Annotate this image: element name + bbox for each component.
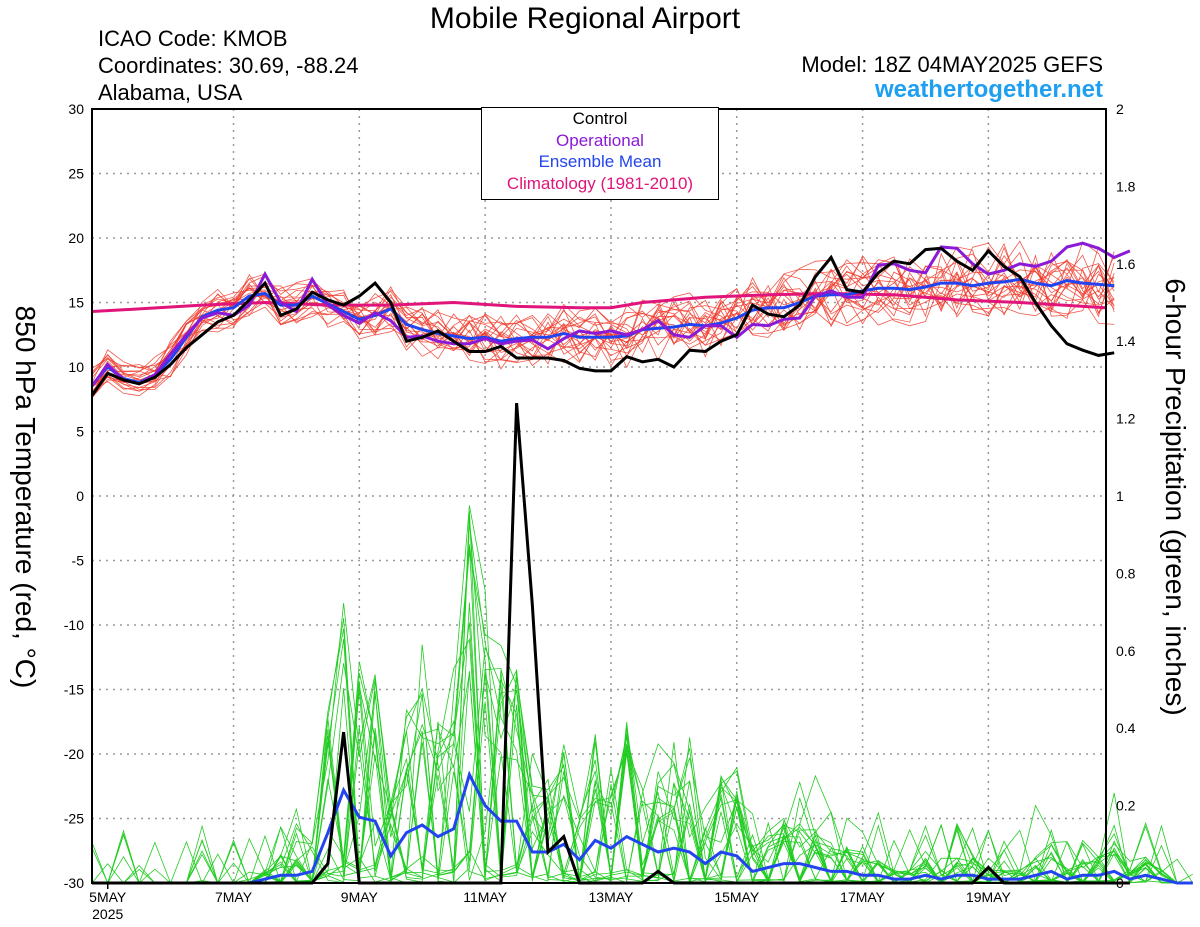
y-tick-label: -10: [64, 617, 84, 633]
y-tick-label: -30: [64, 875, 84, 891]
temperature-member-line: [91, 246, 1115, 398]
y2-tick-label: 0.2: [1116, 798, 1136, 814]
y-axis-label-temperature: 850 hPa Temperature (red, °C): [10, 305, 41, 689]
precipitation-member-line: [92, 637, 1193, 884]
x-tick-label: 15MAY: [714, 889, 760, 905]
x-tick-label: 9MAY: [341, 889, 379, 905]
precipitation-member-line: [92, 663, 1193, 884]
x-tick-label: 13MAY: [589, 889, 635, 905]
precipitation-member-line: [92, 679, 1193, 884]
coordinates: Coordinates: 30.69, -88.24: [98, 53, 359, 78]
precipitation-member-line: [92, 670, 1193, 884]
y-tick-label: 25: [68, 166, 84, 182]
temperature-member-line: [91, 264, 1115, 387]
temperature-member-line: [91, 259, 1115, 385]
precipitation-member-line: [92, 550, 1193, 885]
y2-tick-label: 2: [1116, 101, 1124, 117]
x-tick-label: 17MAY: [840, 889, 886, 905]
precipitation-member-line: [92, 644, 1193, 884]
precipitation-member-line: [91, 510, 1193, 885]
y-tick-label: -5: [72, 553, 85, 569]
y2-tick-label: 0.6: [1116, 643, 1136, 659]
legend: Control Operational Ensemble Mean Climat…: [481, 107, 719, 200]
precipitation-ensemble-mean-line: [92, 770, 1193, 885]
model-run: Model: 18Z 04MAY2025 GEFS: [801, 52, 1103, 77]
y-tick-label: 30: [68, 101, 84, 117]
region: Alabama, USA: [98, 80, 243, 105]
precipitation-member-line: [92, 544, 1193, 884]
temperature-operational-line: [90, 241, 1131, 388]
y-tick-label: -20: [64, 746, 84, 762]
y-tick-label: 5: [76, 424, 84, 440]
precipitation-member-line: [92, 647, 1193, 885]
y2-tick-label: 1.8: [1116, 178, 1136, 194]
main-series-lines: [90, 241, 1193, 885]
y2-tick-label: 0: [1116, 875, 1124, 891]
y-tick-label: -25: [64, 811, 84, 827]
legend-ensemble-mean: Ensemble Mean: [538, 152, 662, 171]
precipitation-member-line: [91, 672, 1193, 884]
temperature-member-line: [91, 246, 1115, 396]
y2-tick-label: 1.4: [1116, 333, 1136, 349]
precipitation-member-line: [92, 677, 1193, 884]
x-tick-label: 5MAY: [89, 889, 127, 905]
y2-tick-label: 1.6: [1116, 256, 1136, 272]
precipitation-member-line: [92, 545, 1193, 885]
legend-climatology: Climatology (1981-2010): [506, 173, 694, 193]
temperature-ensemble-mean-line: [90, 277, 1115, 387]
x-tick-label: 11MAY: [463, 889, 507, 905]
legend-control: Control: [572, 109, 628, 128]
y-tick-label: -15: [64, 682, 84, 698]
y2-tick-label: 0.8: [1116, 565, 1136, 581]
website-link[interactable]: weathertogether.net: [874, 76, 1103, 103]
y-tick-label: 10: [68, 359, 84, 375]
y2-tick-label: 0.4: [1116, 720, 1136, 736]
x-tick-sublabel: 2025: [92, 906, 123, 922]
y-tick-label: 15: [68, 295, 84, 311]
y2-tick-label: 1.2: [1116, 411, 1136, 427]
precipitation-ensemble-members: [91, 505, 1194, 885]
precipitation-control-line: [92, 402, 1130, 885]
precipitation-member-line: [92, 523, 1194, 884]
x-tick-label: 7MAY: [215, 889, 253, 905]
icao-code: ICAO Code: KMOB: [98, 26, 288, 51]
y2-tick-label: 1: [1116, 488, 1124, 504]
legend-operational: Operational: [556, 130, 644, 150]
temperature-member-line: [91, 242, 1115, 378]
y-tick-label: 20: [68, 230, 84, 246]
x-tick-label: 19MAY: [966, 889, 1012, 905]
precipitation-member-line: [92, 505, 1193, 884]
climatology-line: [91, 291, 1107, 313]
precipitation-member-line: [91, 516, 1193, 884]
precipitation-member-line: [92, 673, 1193, 884]
y-axis-label-precipitation: 6-hour Precipitation (green, inches): [1160, 278, 1191, 716]
y-tick-label: 0: [76, 488, 84, 504]
temperature-member-line: [91, 240, 1115, 387]
chart-title: Mobile Regional Airport: [429, 2, 741, 35]
temperature-control-line: [90, 246, 1115, 397]
